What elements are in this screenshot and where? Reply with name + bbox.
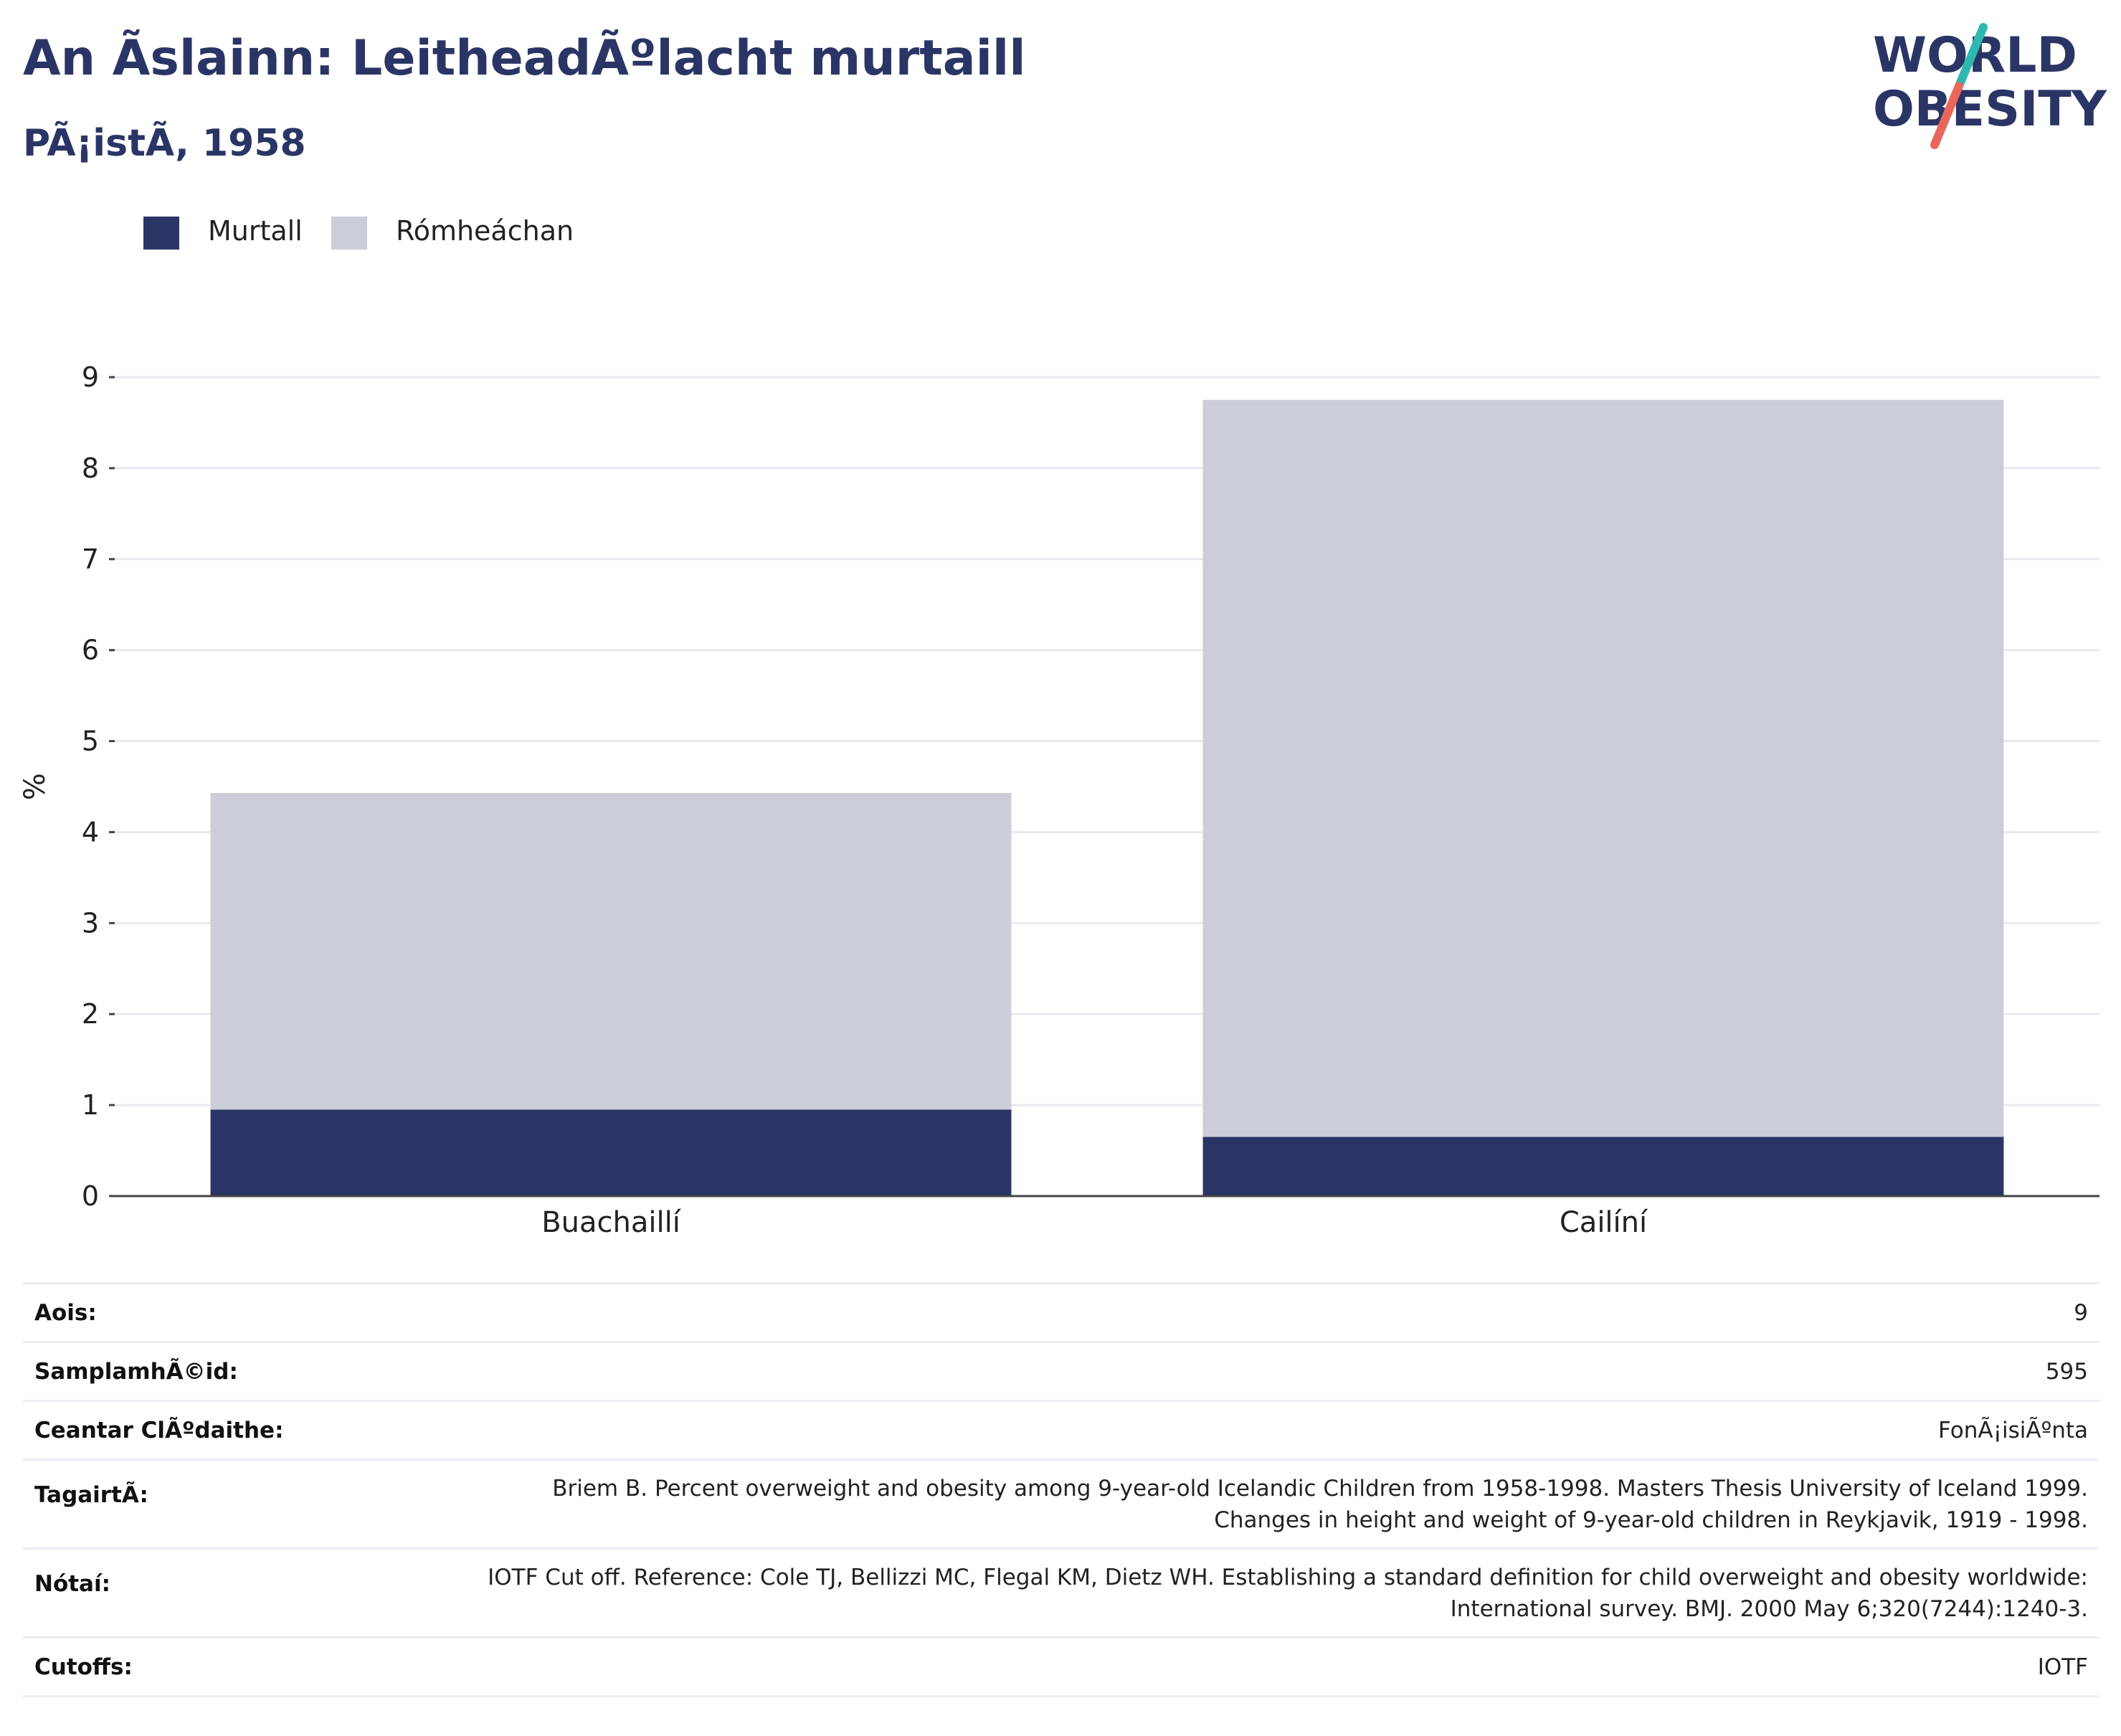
y-tick-label: 0 — [82, 1180, 99, 1212]
info-key: Ceantar ClÃºdaithe: — [23, 1400, 476, 1461]
x-axis-labels: Buachaillí Cailíní — [541, 1206, 1648, 1239]
y-tick-label: 4 — [82, 816, 99, 848]
bar-obesity-0 — [210, 1109, 1012, 1196]
chart-subtitle: PÃ¡istÃ, 1958 — [23, 122, 306, 165]
info-key: Aois: — [23, 1282, 476, 1343]
info-value: FonÃ¡isiÃºnta — [476, 1400, 2099, 1461]
y-tick-label: 3 — [82, 907, 99, 939]
info-row-notes: Nótaí: IOTF Cut off. Reference: Cole TJ,… — [23, 1547, 2099, 1638]
info-value: 9 — [476, 1282, 2099, 1343]
y-axis-ticks: 0 1 2 3 4 5 6 7 8 9 — [82, 361, 115, 1212]
bar-overweight-0 — [210, 792, 1012, 1110]
logo-line2: OBESITY — [1873, 81, 2107, 138]
info-row-area-covered: Ceantar ClÃºdaithe: FonÃ¡isiÃºnta — [23, 1400, 2099, 1461]
info-table: Aois: 9 SamplamhÃ©id: 595 Ceantar ClÃºda… — [23, 1282, 2099, 1697]
legend-label-obesity: Murtall — [208, 215, 303, 247]
y-tick-label: 9 — [82, 361, 99, 393]
bar-group — [210, 399, 2004, 1196]
info-row-age: Aois: 9 — [23, 1282, 2099, 1343]
info-value: IOTF — [476, 1636, 2099, 1697]
info-row-sample-size: SamplamhÃ©id: 595 — [23, 1341, 2099, 1402]
legend-swatch-obesity — [143, 217, 179, 250]
y-axis-label: % — [19, 773, 52, 800]
info-key: SamplamhÃ©id: — [23, 1341, 476, 1402]
info-key: Cutoffs: — [23, 1636, 476, 1697]
y-tick-label: 6 — [82, 635, 99, 666]
info-key: TagairtÃ: — [23, 1458, 476, 1550]
y-tick-label: 7 — [82, 544, 99, 575]
y-tick-label: 5 — [82, 726, 99, 757]
y-tick-label: 8 — [82, 452, 99, 484]
logo-slash-top — [1955, 23, 1988, 90]
x-category-label: Buachaillí — [541, 1206, 682, 1239]
info-key: Nótaí: — [23, 1547, 476, 1638]
bar-overweight-1 — [1202, 399, 2004, 1137]
info-row-reference: TagairtÃ: Briem B. Percent overweight an… — [23, 1458, 2099, 1550]
legend-swatch-overweight — [331, 217, 367, 250]
info-value: Briem B. Percent overweight and obesity … — [476, 1458, 2099, 1550]
world-obesity-logo: WORLD OBESITY — [1873, 23, 2107, 149]
x-category-label: Cailíní — [1560, 1206, 1648, 1239]
chart-title: An Ãslainn: LeitheadÃºlacht murtaill — [23, 30, 1026, 87]
logo-slash-bottom — [1930, 82, 1963, 149]
info-value: 595 — [476, 1341, 2099, 1402]
legend-label-overweight: Rómheáchan — [396, 215, 574, 247]
info-value: IOTF Cut off. Reference: Cole TJ, Belliz… — [476, 1547, 2099, 1638]
y-tick-label: 2 — [82, 998, 99, 1030]
bar-chart: 0 1 2 3 4 5 6 7 8 9 Buachaillí Cailíní % — [19, 361, 2099, 1239]
y-tick-label: 1 — [82, 1089, 99, 1121]
info-row-cutoffs: Cutoffs: IOTF — [23, 1636, 2099, 1697]
bar-obesity-1 — [1202, 1137, 2004, 1196]
